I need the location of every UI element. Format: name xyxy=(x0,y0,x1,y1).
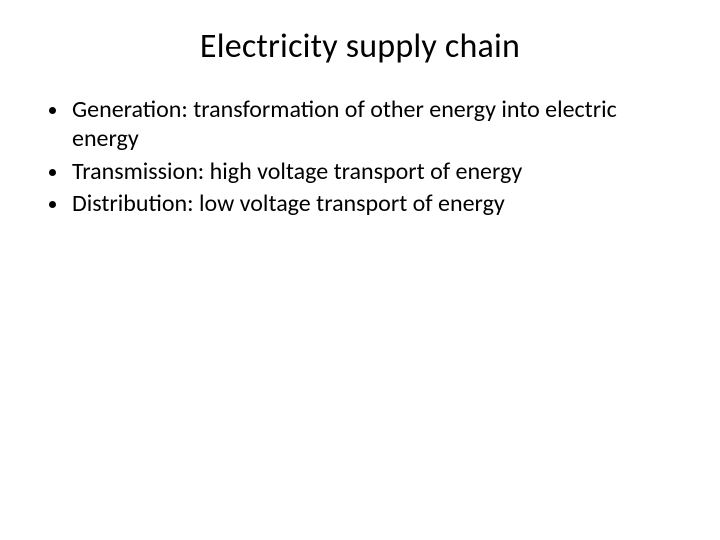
list-item: Transmission: high voltage transport of … xyxy=(70,157,678,186)
slide-title: Electricity supply chain xyxy=(0,0,720,67)
list-item: Distribution: low voltage transport of e… xyxy=(70,189,678,218)
bullet-list: Generation: transformation of other ener… xyxy=(42,95,678,218)
slide: Electricity supply chain Generation: tra… xyxy=(0,0,720,540)
list-item: Generation: transformation of other ener… xyxy=(70,95,678,154)
slide-body: Generation: transformation of other ener… xyxy=(0,67,720,218)
